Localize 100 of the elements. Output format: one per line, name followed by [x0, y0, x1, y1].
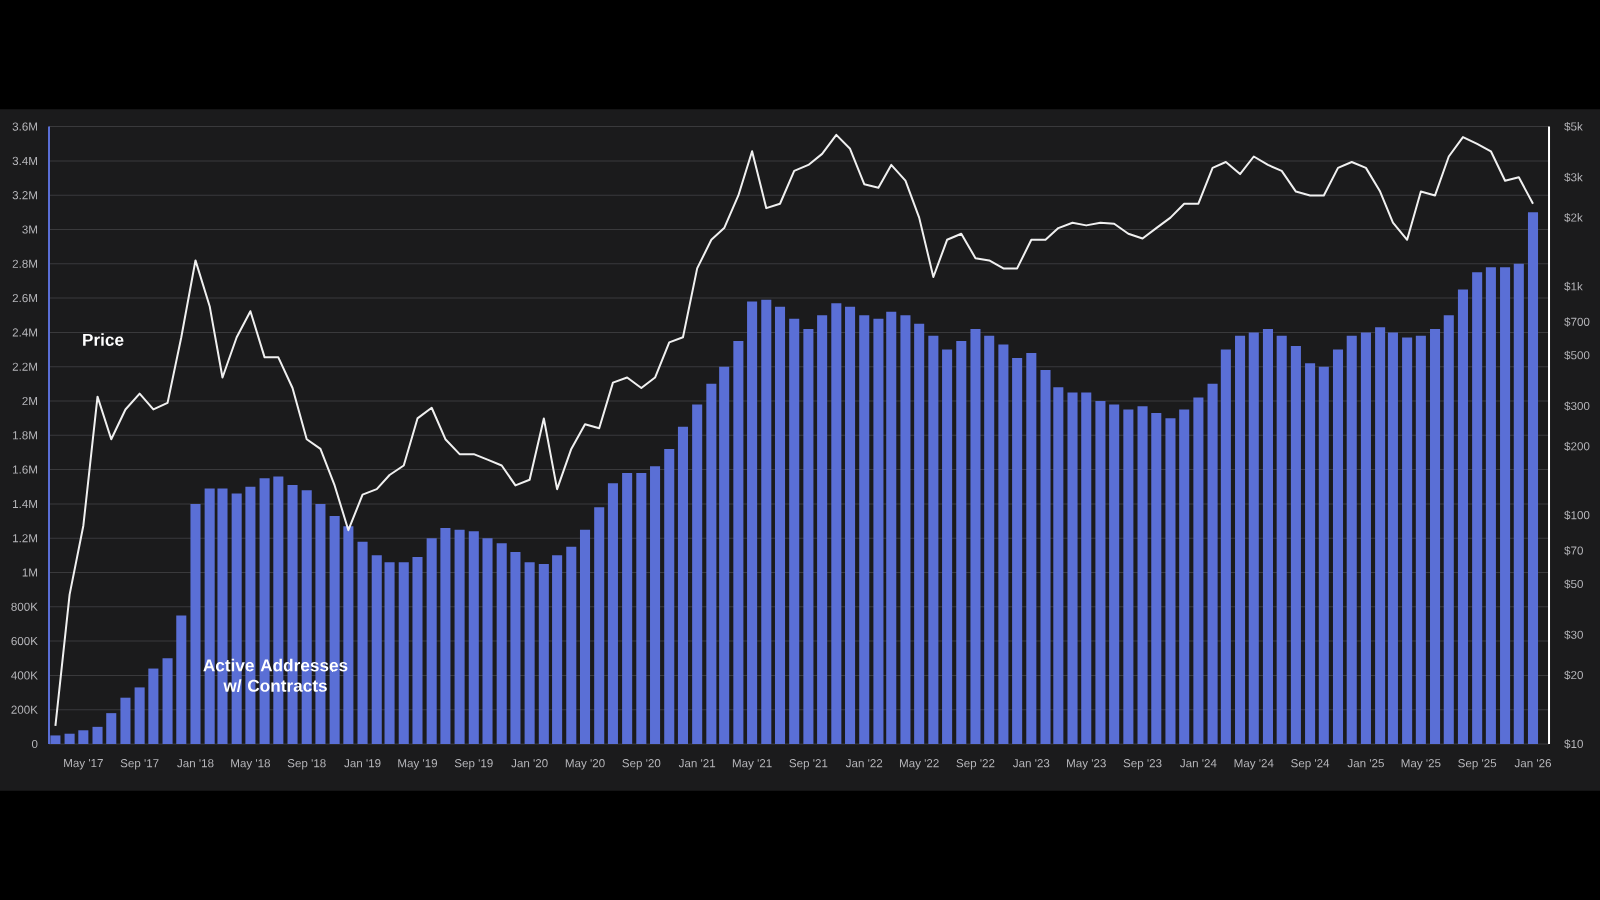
bar — [1165, 418, 1176, 744]
y-tick-label: 2.8M — [12, 259, 37, 268]
y-tick-label: 3M — [22, 225, 37, 234]
bar — [510, 551, 521, 744]
bar — [412, 557, 423, 744]
bar — [747, 301, 758, 744]
bar — [1443, 315, 1454, 744]
bar — [190, 503, 201, 744]
bar — [1513, 263, 1524, 744]
x-tick-label: Jan '18 — [177, 759, 214, 768]
bar — [817, 315, 828, 744]
bar — [1415, 335, 1426, 744]
y2-tick-label: $2k — [1564, 212, 1583, 223]
y2-tick-label: $3k — [1564, 172, 1583, 183]
x-tick-label: Jan '22 — [845, 759, 883, 768]
bar — [1109, 404, 1120, 744]
bar — [1220, 349, 1231, 744]
y2-tick-label: $10 — [1564, 739, 1583, 749]
bar — [538, 563, 549, 744]
y-tick-label: 3.2M — [12, 191, 37, 200]
y2-tick-label: $20 — [1564, 670, 1583, 680]
bar — [1472, 272, 1483, 744]
bar — [733, 340, 744, 744]
y2-tick-label: $300 — [1564, 401, 1590, 411]
x-tick-label: Sep '24 — [1291, 759, 1330, 770]
bar — [1360, 332, 1371, 744]
y2-tick-label: $5k — [1564, 121, 1583, 132]
x-tick-label: Jan '19 — [344, 759, 381, 768]
y-tick-label: 600K — [11, 637, 38, 646]
y2-tick-label: $200 — [1564, 441, 1590, 452]
bar — [1457, 289, 1468, 744]
y-tick-label: 3.6M — [12, 122, 37, 131]
y2-tick-label: $700 — [1564, 317, 1590, 327]
y-tick-label: 2.6M — [12, 294, 37, 303]
bar — [677, 426, 689, 744]
bar — [914, 323, 925, 744]
bar — [1026, 352, 1037, 744]
bar — [1527, 212, 1539, 744]
x-tick-label: Sep '18 — [287, 759, 326, 770]
y2-tick-label: $100 — [1564, 510, 1590, 520]
bar — [1012, 358, 1023, 744]
bar — [803, 328, 814, 744]
bar — [956, 340, 967, 744]
bar — [64, 733, 75, 744]
bar — [1248, 332, 1259, 744]
bar — [1375, 327, 1386, 744]
x-tick-label: Jan '21 — [678, 759, 716, 768]
x-tick-label: May '17 — [64, 759, 103, 770]
y-tick-label: 0 — [31, 739, 38, 749]
bar — [1318, 366, 1329, 744]
bar — [1123, 409, 1134, 744]
bar — [1081, 392, 1092, 744]
bar — [706, 383, 717, 744]
x-tick-label: Sep '20 — [622, 759, 661, 770]
x-tick-label: Sep '22 — [956, 759, 995, 770]
bar — [496, 543, 507, 744]
y2-tick-label: $30 — [1564, 630, 1583, 640]
x-tick-label: Jan '26 — [1514, 759, 1552, 768]
y-tick-label: 2.4M — [12, 328, 37, 337]
bar — [636, 473, 647, 744]
bar — [1262, 328, 1274, 744]
bar — [1179, 409, 1190, 744]
bar — [900, 315, 911, 744]
y-tick-label: 1.2M — [13, 534, 37, 543]
bar — [1332, 349, 1344, 744]
y-tick-label: 400K — [11, 671, 38, 680]
bar — [454, 529, 465, 744]
y-tick-label: 1M — [22, 568, 37, 577]
bar — [1402, 337, 1413, 744]
bar — [1500, 267, 1511, 744]
x-tick-label: Sep '21 — [789, 759, 828, 770]
bar — [970, 328, 981, 744]
bar — [371, 555, 382, 744]
bar — [831, 303, 842, 744]
bar — [789, 318, 800, 744]
bar — [482, 538, 493, 744]
x-tick-label: May '25 — [1401, 759, 1441, 770]
bar — [692, 404, 703, 744]
bar — [579, 529, 591, 744]
bar — [1151, 413, 1162, 744]
bar — [1430, 328, 1441, 744]
y-tick-label: 2M — [22, 396, 37, 406]
bar — [664, 449, 675, 744]
bar — [398, 562, 409, 744]
bar — [1346, 335, 1357, 744]
bar — [650, 466, 661, 744]
bar — [1053, 387, 1064, 744]
bar — [1290, 346, 1301, 744]
bar — [162, 658, 173, 744]
y-tick-label: 3.4M — [12, 156, 37, 166]
bar — [1040, 370, 1051, 744]
x-tick-label: Sep '25 — [1458, 759, 1497, 770]
bar — [984, 335, 995, 744]
y-tick-label: 1.8M — [13, 431, 37, 440]
x-tick-label: Sep '19 — [454, 759, 493, 770]
bar — [440, 527, 451, 744]
bar — [719, 366, 730, 744]
y-tick-label: 800K — [11, 602, 38, 611]
bar — [594, 507, 605, 744]
x-tick-label: Jan '24 — [1180, 759, 1217, 768]
